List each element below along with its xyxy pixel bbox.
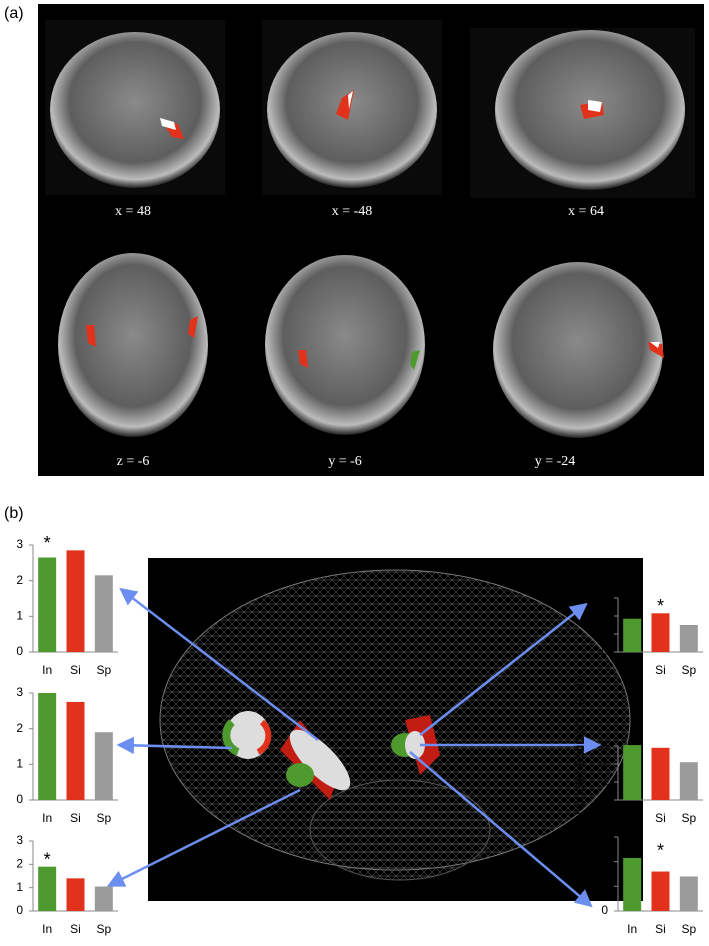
bar xyxy=(651,613,670,652)
y-tick-label: 0 xyxy=(601,644,608,658)
significance: * xyxy=(44,533,51,553)
panel-label: (a) xyxy=(4,5,24,22)
bar xyxy=(66,550,85,652)
bar xyxy=(66,701,85,800)
y-tick-label: 0 xyxy=(16,792,23,806)
x-tick-label: In xyxy=(627,663,637,677)
y-tick-label: 3 xyxy=(16,685,23,699)
significance: * xyxy=(657,841,664,861)
x-tick-label: Sp xyxy=(681,811,696,825)
y-tick-label: 2 xyxy=(16,857,23,871)
x-tick-label: In xyxy=(42,811,52,825)
y-tick-label: 3 xyxy=(16,833,23,847)
y-tick-label: 3 xyxy=(601,738,608,752)
y-tick-label: 0 xyxy=(601,792,608,806)
y-tick-label: 2 xyxy=(16,721,23,735)
x-tick-label: Sp xyxy=(96,811,111,825)
bar xyxy=(94,732,113,800)
x-tick-label: Si xyxy=(70,811,81,825)
slice-label: x = 64 xyxy=(568,204,604,219)
bar xyxy=(651,871,670,911)
x-tick-label: In xyxy=(627,922,637,936)
x-tick-label: Sp xyxy=(96,922,111,936)
x-tick-label: Sp xyxy=(681,663,696,677)
x-tick-label: In xyxy=(42,922,52,936)
bar xyxy=(679,625,698,652)
slice-label: y = -6 xyxy=(328,454,362,469)
y-tick-label: 0 xyxy=(601,903,608,917)
slice-label: z = -6 xyxy=(117,454,150,469)
x-tick-label: Si xyxy=(70,922,81,936)
significance: * xyxy=(44,849,51,869)
y-tick-label: 0 xyxy=(16,903,23,917)
y-tick-label: 2 xyxy=(16,573,23,587)
slice-label: x = -48 xyxy=(332,204,373,219)
x-tick-label: Si xyxy=(655,811,666,825)
render-3d xyxy=(148,558,643,901)
y-tick-label: 1 xyxy=(16,757,23,771)
bar xyxy=(679,762,698,800)
bar xyxy=(66,878,85,911)
bar xyxy=(38,557,57,652)
bar xyxy=(623,857,642,911)
x-tick-label: In xyxy=(627,811,637,825)
bar xyxy=(94,886,113,911)
x-tick-label: In xyxy=(42,663,52,677)
bar xyxy=(94,575,113,652)
y-tick-label: 3 xyxy=(16,537,23,551)
bar xyxy=(651,747,670,800)
y-tick-label: 2 xyxy=(601,854,608,868)
slice-label: y = -24 xyxy=(535,454,576,469)
y-tick-label: 2 xyxy=(601,756,608,770)
y-tick-label: 1 xyxy=(601,626,608,640)
y-tick-label: 1 xyxy=(16,609,23,623)
y-tick-label: 1 xyxy=(601,879,608,893)
panel-label: (b) xyxy=(4,505,24,522)
x-tick-label: Si xyxy=(655,663,666,677)
bar xyxy=(38,693,57,800)
x-tick-label: Sp xyxy=(681,922,696,936)
x-tick-label: Sp xyxy=(96,663,111,677)
bar xyxy=(623,618,642,652)
x-tick-label: Si xyxy=(70,663,81,677)
y-tick-label: 2 xyxy=(601,608,608,622)
bar xyxy=(623,745,642,800)
significance: * xyxy=(657,596,664,616)
y-tick-label: 1 xyxy=(601,774,608,788)
arrows xyxy=(106,587,602,908)
slice-label: x = 48 xyxy=(115,204,151,219)
x-tick-label: Si xyxy=(655,922,666,936)
bar xyxy=(679,876,698,911)
y-axis-label: Parameter Estimates (a.u.) xyxy=(571,675,586,830)
mri-slices xyxy=(45,20,695,438)
y-tick-label: 1 xyxy=(16,880,23,894)
y-tick-label: 3 xyxy=(601,590,608,604)
y-tick-label: 0 xyxy=(16,644,23,658)
bar xyxy=(38,866,57,911)
y-tick-label: 3 xyxy=(601,829,608,843)
